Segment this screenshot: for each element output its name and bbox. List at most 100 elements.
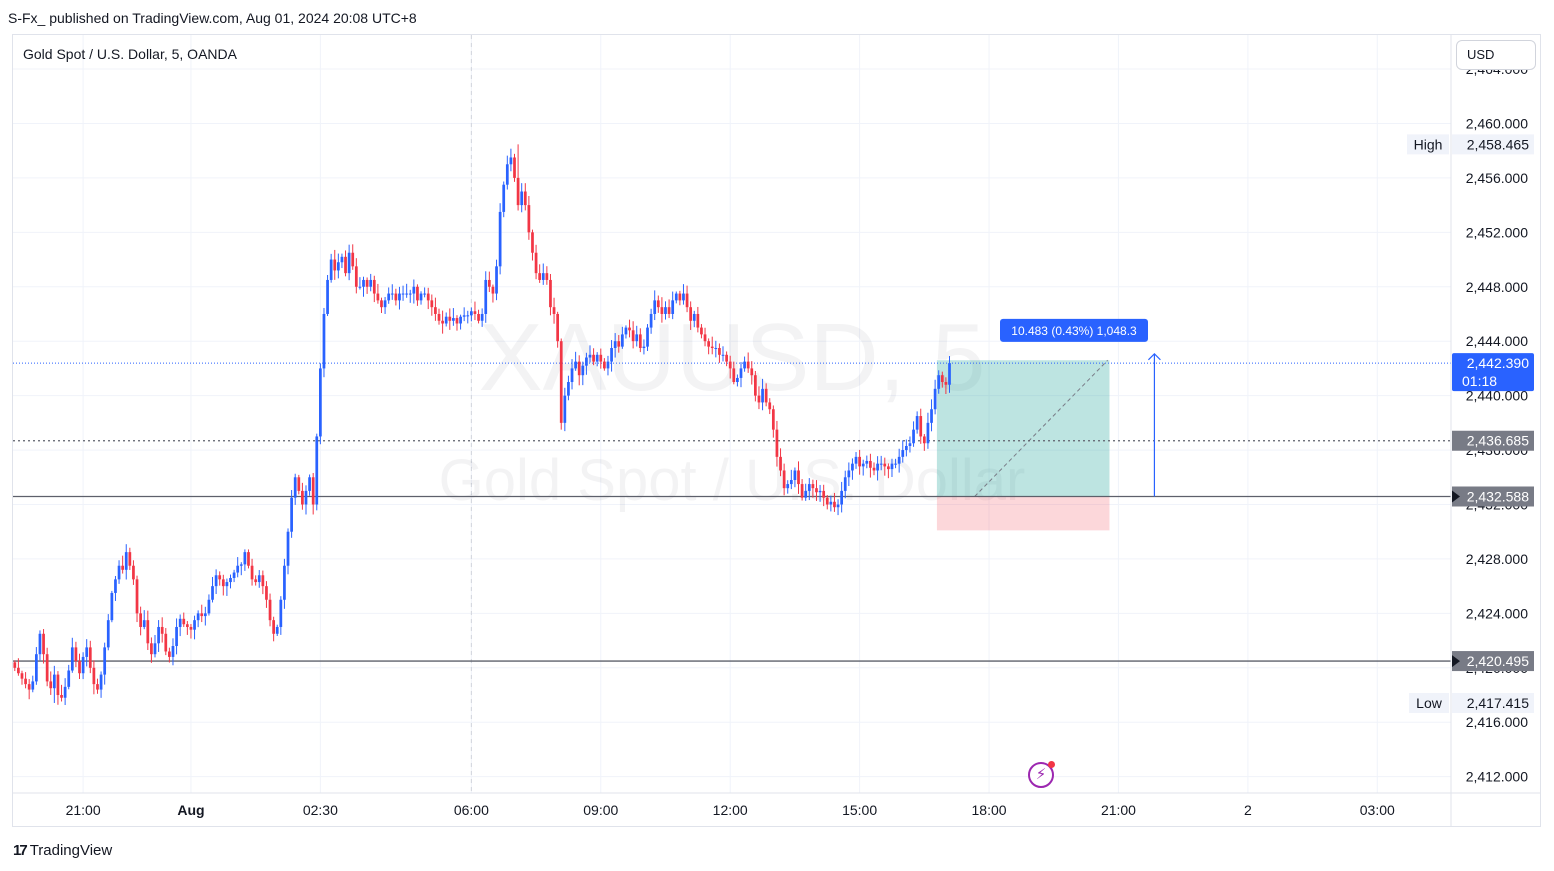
candle (538, 264, 542, 283)
candle (541, 263, 545, 285)
candle-body (696, 313, 700, 328)
candle (351, 244, 355, 270)
candle-body (383, 300, 387, 308)
candle (811, 479, 815, 498)
candle (362, 276, 365, 297)
candle-body (498, 211, 502, 267)
candle (624, 325, 628, 339)
candle-body (538, 273, 542, 280)
candle-body (574, 361, 577, 369)
candle (189, 623, 193, 639)
candle-body (347, 252, 351, 274)
candle (603, 358, 606, 371)
candle-body (221, 579, 225, 587)
candle-body (336, 262, 340, 271)
candle-body (63, 686, 67, 698)
grid (13, 35, 1451, 793)
candle (214, 569, 218, 594)
x-tick-label: 03:00 (1360, 802, 1395, 818)
candle (20, 670, 24, 685)
candle-body (329, 259, 333, 280)
candle (761, 378, 764, 411)
candle (617, 335, 621, 353)
candle (175, 618, 178, 655)
candle-body (815, 488, 818, 493)
candle-body (434, 307, 437, 314)
x-tick-label: 21:00 (1101, 802, 1136, 818)
loss-zone[interactable] (936, 496, 1110, 531)
candle-body (807, 484, 811, 491)
candle (319, 363, 322, 445)
lightning-alert-icon[interactable]: ⚡ (1028, 761, 1055, 788)
candle (257, 570, 261, 588)
candle (567, 375, 570, 401)
candle (577, 355, 581, 386)
candle (779, 448, 782, 477)
candle-body (638, 334, 642, 348)
candle (656, 295, 660, 313)
candle (559, 338, 563, 430)
candle-body (861, 463, 865, 467)
candle-body (628, 327, 631, 331)
candle (459, 314, 462, 330)
candle (473, 301, 477, 321)
candle-body (17, 667, 20, 674)
candle (743, 356, 746, 372)
candle-body (937, 375, 941, 389)
candle (106, 614, 110, 651)
candle-body (189, 626, 193, 630)
candle (531, 229, 534, 261)
candle-body (779, 456, 782, 471)
candle-body (890, 463, 894, 470)
candle (883, 457, 887, 476)
candle (304, 485, 308, 515)
x-tick-label: 06:00 (454, 802, 489, 818)
candle-body (897, 456, 901, 464)
candle-body (279, 599, 283, 627)
candle-body (229, 577, 232, 583)
candle (365, 277, 369, 294)
candle-body (545, 273, 549, 280)
candle (901, 440, 905, 463)
candle (771, 405, 775, 438)
candle (135, 575, 139, 623)
candle (513, 153, 516, 182)
currency-button[interactable]: USD (1456, 40, 1536, 70)
candle (595, 352, 599, 367)
candle-body (60, 695, 63, 698)
candle (822, 484, 826, 507)
candle (592, 348, 595, 366)
y-tick-label: 2,444.000 (1466, 333, 1528, 349)
candle (509, 148, 513, 172)
candle-body (153, 643, 157, 655)
y-tick-label: 2,460.000 (1466, 115, 1528, 131)
tradingview-logo[interactable]: 17 TradingView (13, 840, 112, 860)
candle-body (211, 586, 214, 600)
candle-body (707, 341, 710, 347)
candle-body (531, 232, 534, 253)
candle-body (466, 315, 470, 317)
candle-body (110, 592, 114, 621)
candle (196, 610, 200, 628)
candle (311, 472, 315, 515)
measure-label-box[interactable] (1000, 318, 1148, 342)
candle (477, 309, 480, 324)
candle-body (667, 307, 671, 314)
candle-body (322, 313, 326, 369)
candle-body (516, 177, 520, 206)
candle-body (682, 293, 685, 301)
symbol-title[interactable]: Gold Spot / U.S. Dollar, 5, OANDA (23, 46, 237, 62)
candle-body (182, 618, 186, 625)
candle (707, 338, 710, 355)
profit-zone[interactable] (936, 360, 1110, 497)
x-tick-label: 09:00 (583, 802, 618, 818)
x-tick-label: 12:00 (713, 802, 748, 818)
candle (203, 606, 207, 626)
candle (178, 614, 182, 637)
candle-body (948, 363, 951, 385)
candle-body (354, 266, 358, 287)
candle-body (505, 164, 509, 185)
candle (725, 351, 728, 367)
chart-frame (12, 34, 1541, 827)
